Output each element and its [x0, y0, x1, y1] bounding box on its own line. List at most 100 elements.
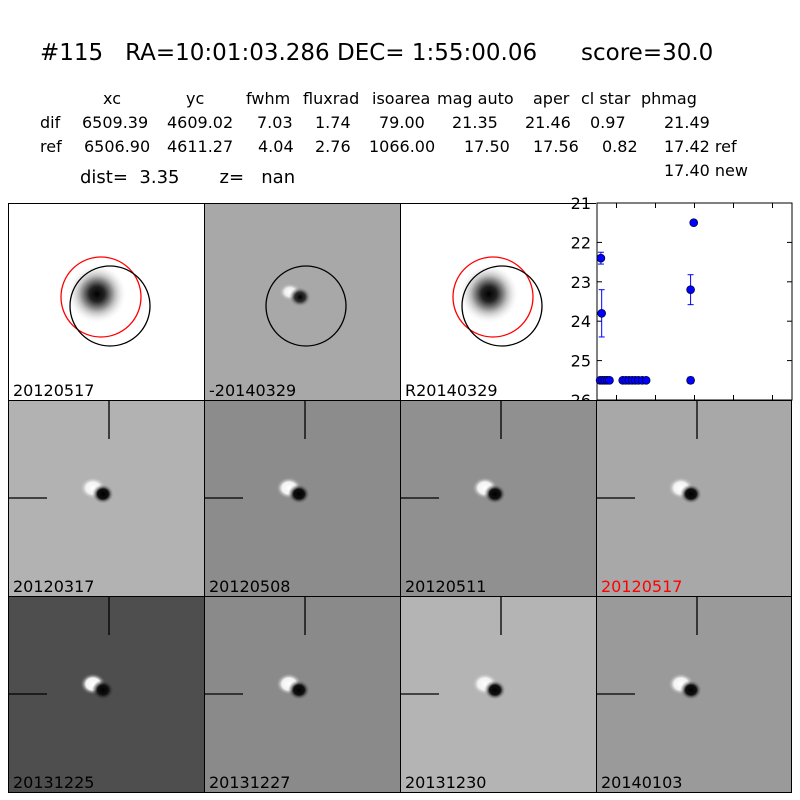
dist-value: 3.35 — [139, 167, 180, 188]
col-header-cl-star: cl star — [581, 89, 631, 108]
data-point — [641, 375, 651, 385]
data-point — [689, 218, 699, 227]
epoch-stamp-graphic — [597, 401, 702, 504]
epoch-stamp-panel[interactable]: 20120317 — [8, 400, 205, 597]
epoch-stamp-panel[interactable]: 20131227 — [204, 596, 401, 793]
dif-aperture-circle — [69, 265, 151, 347]
negative-residual — [289, 287, 311, 307]
ref-fluxrad: 2.76 — [315, 137, 351, 156]
epoch-stamp-graphic — [9, 401, 114, 504]
panel-date-label: 20140103 — [601, 773, 683, 792]
distance-readout: dist= 3.35 z= nan — [80, 167, 295, 188]
dif-mag-auto: 21.35 — [452, 113, 498, 132]
panel-date-label: 20120317 — [13, 577, 95, 596]
source-blob — [67, 264, 127, 324]
dif-aperture-circle — [461, 265, 543, 347]
dif-aper: 21.46 — [525, 113, 571, 132]
dec-coordinate: DEC= 1:55:00.06 — [337, 40, 538, 66]
ref-isoarea: 1066.00 — [369, 137, 436, 156]
data-point — [686, 375, 695, 385]
ref-aper: 17.56 — [533, 137, 579, 156]
data-point — [596, 253, 606, 263]
reference-stamp-graphic — [452, 256, 543, 347]
y-tick-label: 24 — [571, 312, 591, 331]
light-curve-plot[interactable] — [596, 203, 792, 401]
template-image-panel[interactable]: 20120517 — [8, 203, 205, 401]
negative-residual — [484, 484, 506, 504]
row-label-ref: ref — [40, 137, 62, 156]
ref-yc: 4611.27 — [167, 137, 234, 156]
y-tick-label: 21 — [571, 194, 591, 213]
template-stamp-graphic — [60, 256, 151, 347]
new-phmag: 17.40 new — [664, 161, 748, 180]
dif-phmag: 21.49 — [664, 113, 710, 132]
negative-residual — [680, 484, 702, 504]
panel-date-label: 20120511 — [405, 577, 487, 596]
epoch-stamp-graphic — [9, 597, 114, 700]
ref-aperture-circle — [452, 256, 534, 338]
col-header-xc: xc — [103, 89, 121, 108]
panel-date-label: 20120508 — [209, 577, 291, 596]
col-header-fwhm: fwhm — [246, 89, 291, 108]
dif-fluxrad: 1.74 — [315, 113, 351, 132]
panel-date-label: 20120517 — [13, 381, 95, 400]
col-header-aper: aper — [533, 89, 570, 108]
col-header-yc: yc — [186, 89, 205, 108]
candidate-title: #115 RA=10:01:03.286 DEC= 1:55:00.06 sco… — [40, 40, 713, 66]
dif-cl-star: 0.97 — [590, 113, 626, 132]
difference-stamp-graphic — [265, 265, 347, 347]
score-value: score=30.0 — [581, 40, 714, 66]
panel-date-label: 20131227 — [209, 773, 291, 792]
ref-xc: 6506.90 — [84, 137, 151, 156]
y-tick-label: 22 — [571, 233, 591, 252]
negative-residual — [288, 484, 310, 504]
negative-residual — [92, 484, 114, 504]
negative-residual — [288, 680, 310, 700]
ref-fwhm: 4.04 — [258, 137, 294, 156]
reference-image-panel[interactable]: R20140329 — [400, 203, 597, 401]
negative-residual — [680, 680, 702, 700]
col-header-phmag: phmag — [641, 89, 697, 108]
z-label: z= — [219, 167, 245, 188]
dist-label: dist= — [80, 167, 128, 188]
row-label-dif: dif — [40, 113, 61, 132]
panel-date-label: -20140329 — [209, 381, 297, 400]
epoch-stamp-graphic — [401, 401, 506, 504]
candidate-id: #115 — [40, 40, 104, 66]
epoch-stamp-graphic — [205, 597, 310, 700]
y-tick-label: 23 — [571, 273, 591, 292]
negative-residual — [484, 680, 506, 700]
col-header-isoarea: isoarea — [372, 89, 431, 108]
ra-coordinate: RA=10:01:03.286 — [125, 40, 330, 66]
plot-frame — [596, 202, 793, 401]
ref-aperture-circle — [60, 256, 142, 338]
z-value: nan — [261, 167, 296, 188]
data-point — [597, 309, 606, 318]
dif-yc: 4609.02 — [167, 113, 234, 132]
dif-xc: 6509.39 — [82, 113, 149, 132]
data-point — [605, 375, 614, 385]
epoch-stamp-graphic — [401, 597, 506, 700]
panel-date-label: R20140329 — [405, 381, 498, 400]
data-point — [686, 285, 695, 294]
ref-cl-star: 0.82 — [602, 137, 638, 156]
ref-phmag: 17.42 ref — [664, 137, 737, 156]
light-curve-chart: 212223242526−100−50050100 — [571, 194, 793, 424]
epoch-stamp-panel[interactable]: 20120517 — [596, 400, 792, 597]
source-blob — [459, 264, 519, 324]
panel-date-label: 20131225 — [13, 773, 95, 792]
difference-image-panel[interactable]: -20140329 — [204, 203, 401, 401]
epoch-stamp-graphic — [597, 597, 702, 700]
col-header-fluxrad: fluxrad — [303, 89, 360, 108]
epoch-stamp-panel[interactable]: 20120508 — [204, 400, 401, 597]
negative-residual — [92, 680, 114, 700]
epoch-stamp-panel[interactable]: 20140103 — [596, 596, 792, 793]
panel-date-label: 20131230 — [405, 773, 487, 792]
epoch-stamp-panel[interactable]: 20131225 — [8, 596, 205, 793]
epoch-stamp-panel[interactable]: 20120511 — [400, 400, 597, 597]
epoch-stamp-panel[interactable]: 20131230 — [400, 596, 597, 793]
epoch-stamp-graphic — [205, 401, 310, 504]
col-header-mag-auto: mag auto — [437, 89, 514, 108]
panel-date-label: 20120517 — [601, 577, 683, 596]
dif-aperture-circle — [265, 265, 347, 347]
